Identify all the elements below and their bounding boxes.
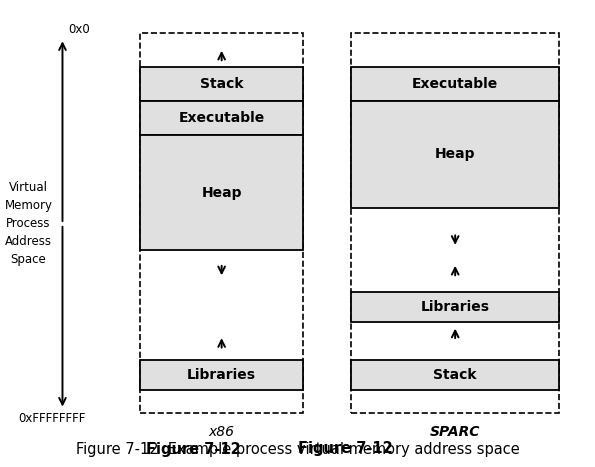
Bar — [351, 101, 559, 208]
Text: 0xFFFFFFFF: 0xFFFFFFFF — [18, 412, 85, 425]
Bar — [351, 360, 559, 390]
Bar — [140, 360, 303, 390]
Text: Stack: Stack — [200, 77, 243, 91]
Text: Figure 7-12  Example process virtual memory address space: Figure 7-12 Example process virtual memo… — [76, 442, 519, 457]
Bar — [351, 291, 559, 322]
Text: Libraries: Libraries — [421, 300, 490, 314]
Text: Libraries: Libraries — [187, 368, 256, 382]
Text: Figure 7-12  Example process virtual memory address space: Figure 7-12 Example process virtual memo… — [298, 441, 595, 456]
Text: x86: x86 — [209, 425, 234, 439]
Text: Figure 7-12: Figure 7-12 — [250, 442, 345, 457]
Bar — [140, 67, 303, 101]
Text: 0x0: 0x0 — [68, 23, 90, 36]
Text: Figure 7-12: Figure 7-12 — [146, 442, 240, 457]
Bar — [140, 33, 303, 413]
Bar — [140, 135, 303, 250]
Text: Stack: Stack — [433, 368, 477, 382]
Text: Executable: Executable — [412, 77, 498, 91]
Text: Heap: Heap — [201, 185, 242, 199]
Bar — [351, 67, 559, 101]
Text: Heap: Heap — [435, 148, 475, 162]
Bar — [140, 101, 303, 135]
Text: SPARC: SPARC — [430, 425, 480, 439]
Text: Executable: Executable — [178, 111, 265, 125]
Text: Virtual
Memory
Process
Address
Space: Virtual Memory Process Address Space — [5, 182, 52, 267]
Text: Figure 7-12: Figure 7-12 — [298, 441, 392, 456]
Bar — [351, 33, 559, 413]
